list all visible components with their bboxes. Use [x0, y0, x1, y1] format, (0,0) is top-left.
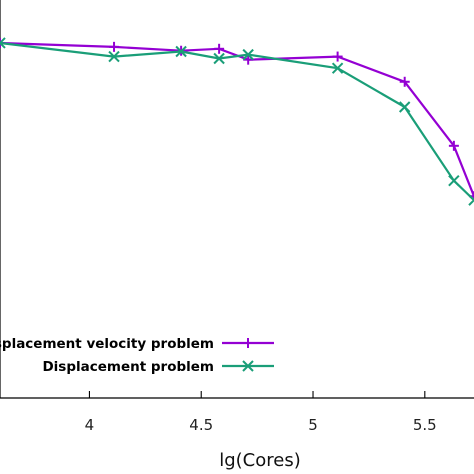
- x-marker-b: [331, 62, 344, 74]
- x-marker-a: [468, 194, 474, 202]
- legend-label: Displacement velocity problem: [0, 336, 214, 352]
- data-point: [213, 52, 225, 65]
- x-marker-b: [242, 360, 254, 372]
- data-point: [175, 45, 187, 58]
- series-line: [0, 41, 474, 197]
- series-layer: [0, 37, 474, 206]
- data-point: [0, 37, 6, 49]
- series-displacement: [0, 37, 474, 206]
- data-point: [331, 62, 344, 74]
- x-marker-b: [242, 48, 254, 61]
- series-line: [0, 41, 474, 201]
- data-point: [243, 54, 254, 65]
- x-axis-title: lg(Cores): [219, 450, 301, 471]
- x-tick-label: 5: [308, 416, 318, 434]
- x-axis-ticks: 4 4.5 5 5.5: [85, 391, 437, 434]
- x-tick-label: 4: [85, 416, 95, 434]
- legend-label: Displacement problem: [42, 359, 214, 375]
- x-marker-b: [448, 175, 460, 187]
- x-marker-b: [468, 198, 474, 206]
- data-point: [332, 51, 343, 62]
- data-point: [399, 76, 410, 87]
- x-marker-b: [108, 50, 120, 63]
- plot-frame: [0, 0, 474, 399]
- data-point: [109, 41, 120, 52]
- x-marker-b: [175, 45, 187, 58]
- data-point: [448, 140, 459, 151]
- x-tick-label: 4.5: [189, 416, 213, 434]
- x-marker-b: [398, 101, 411, 113]
- legend: Displacement velocity problem Displacemen…: [0, 336, 274, 375]
- data-point: [448, 175, 460, 187]
- data-point: [242, 48, 254, 61]
- data-point: [468, 194, 474, 206]
- x-marker-a: [0, 41, 6, 49]
- data-point: [214, 43, 225, 54]
- series-displacement-velocity: [0, 37, 474, 202]
- x-marker-b: [213, 52, 225, 65]
- data-point: [108, 50, 120, 63]
- legend-swatch-marker: [242, 360, 254, 372]
- x-marker-b: [0, 37, 6, 45]
- data-point: [398, 101, 411, 113]
- legend-swatch-marker: [243, 338, 253, 348]
- x-tick-label: 5.5: [413, 416, 437, 434]
